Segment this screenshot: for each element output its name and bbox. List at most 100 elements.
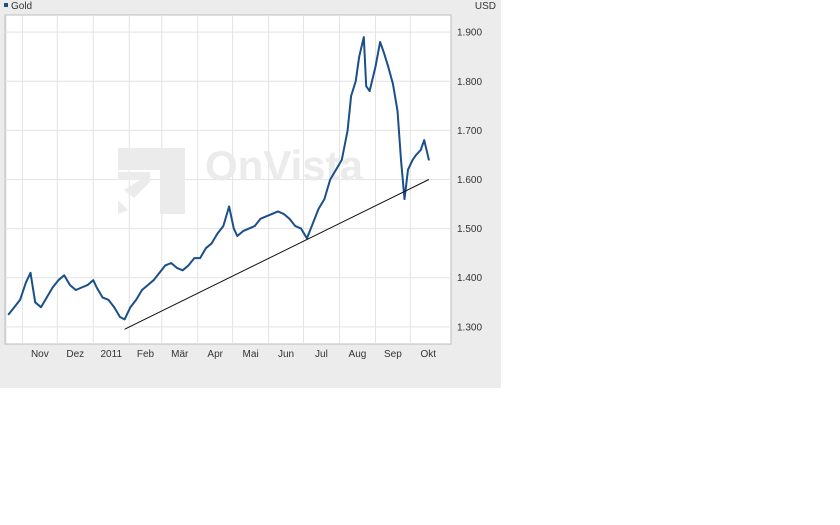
data-point xyxy=(141,289,143,291)
x-tick-label: Jul xyxy=(315,349,328,360)
data-point xyxy=(216,232,219,235)
x-tick-label: Dez xyxy=(66,349,84,360)
data-point xyxy=(236,235,239,237)
data-point xyxy=(19,299,21,301)
y-tick-label: 1.800 xyxy=(457,77,482,88)
data-point xyxy=(387,65,390,68)
data-point xyxy=(187,264,190,267)
data-point xyxy=(119,316,121,318)
data-point xyxy=(248,227,250,230)
watermark-logo: OnVista xyxy=(118,142,364,214)
data-point xyxy=(363,36,365,38)
data-point xyxy=(374,65,377,68)
x-tick-label: Feb xyxy=(137,349,155,360)
data-point xyxy=(382,51,385,53)
data-point xyxy=(403,198,406,200)
data-point xyxy=(7,313,10,316)
data-point xyxy=(392,82,394,85)
data-point xyxy=(407,168,409,171)
series-gold xyxy=(7,36,430,321)
data-point xyxy=(51,286,54,289)
data-point xyxy=(253,225,256,227)
data-point xyxy=(323,198,326,200)
y-tick-label: 1.300 xyxy=(457,322,482,333)
data-point xyxy=(233,227,235,230)
data-point xyxy=(346,129,349,132)
trendline xyxy=(124,179,430,330)
data-point xyxy=(423,139,426,141)
data-point xyxy=(300,227,302,230)
x-tick-label: Nov xyxy=(31,349,49,360)
data-point xyxy=(92,279,95,282)
data-point xyxy=(25,281,27,284)
x-tick-label: 2011 xyxy=(101,349,123,360)
data-point xyxy=(358,55,361,58)
legend-label: Gold xyxy=(11,1,33,12)
x-tick-label: Mär xyxy=(171,349,189,360)
data-point xyxy=(34,301,36,304)
data-point xyxy=(341,159,343,161)
data-point xyxy=(415,154,417,156)
data-point xyxy=(222,225,225,227)
data-point xyxy=(288,218,291,220)
data-point xyxy=(63,274,65,277)
x-tick-label: Apr xyxy=(207,349,223,360)
data-point xyxy=(271,213,273,215)
data-point xyxy=(181,269,184,272)
data-point xyxy=(164,264,167,267)
data-point xyxy=(400,159,402,161)
data-point xyxy=(29,272,32,274)
chart: OnVista Nov Dez 2011 Feb Mär Apr Mai Jun Jul Aug S… xyxy=(4,14,482,360)
data-point xyxy=(419,149,422,151)
data-point xyxy=(170,262,172,264)
data-point xyxy=(152,279,155,282)
data-point xyxy=(205,247,207,249)
chart-panel: Gold USD OnVista Nov Dez 2011 Feb Mär Apr Mai J… xyxy=(0,0,501,388)
data-point xyxy=(129,306,132,309)
data-point xyxy=(135,299,137,301)
data-point xyxy=(329,178,332,181)
data-point xyxy=(311,222,314,225)
data-point xyxy=(282,213,285,215)
data-point xyxy=(277,210,279,213)
data-point xyxy=(265,215,268,218)
data-point xyxy=(317,208,320,210)
data-point xyxy=(294,225,297,227)
data-point xyxy=(75,289,77,291)
data-point xyxy=(80,286,83,289)
data-point xyxy=(396,110,399,112)
x-tick-label: Sep xyxy=(384,349,402,360)
data-point xyxy=(210,242,213,245)
y-tick-label: 1.500 xyxy=(457,224,482,235)
data-point xyxy=(379,41,381,43)
data-point xyxy=(158,272,161,274)
y-tick-label: 1.700 xyxy=(457,126,482,137)
data-point xyxy=(57,279,60,282)
data-point xyxy=(176,267,178,269)
gridlines xyxy=(5,15,451,344)
legend: Gold xyxy=(4,1,32,13)
data-point xyxy=(40,306,42,309)
data-point xyxy=(199,257,201,259)
data-point xyxy=(147,284,149,286)
data-point xyxy=(365,85,368,87)
data-point xyxy=(242,230,244,232)
data-point xyxy=(335,168,337,171)
x-tick-label: Okt xyxy=(421,349,437,360)
x-tick-label: Aug xyxy=(349,349,367,360)
data-point xyxy=(350,95,352,97)
data-point xyxy=(101,296,104,299)
y-tick-label: 1.400 xyxy=(457,273,482,284)
data-point xyxy=(86,284,89,286)
data-point xyxy=(113,306,115,309)
data-point xyxy=(95,286,98,289)
y-tick-label: 1.900 xyxy=(457,28,482,39)
data-point xyxy=(368,90,371,92)
legend-swatch xyxy=(4,3,8,7)
currency-label: USD xyxy=(474,1,496,12)
data-point xyxy=(228,205,230,208)
watermark-text: OnVista xyxy=(205,142,364,189)
y-axis: 1.900 1.800 1.700 1.600 1.500 1.400 1.300 xyxy=(457,28,482,334)
data-point xyxy=(193,257,196,259)
x-axis: Nov Dez 2011 Feb Mär Apr Mai Jun Jul Aug Sep Okt xyxy=(31,349,436,360)
